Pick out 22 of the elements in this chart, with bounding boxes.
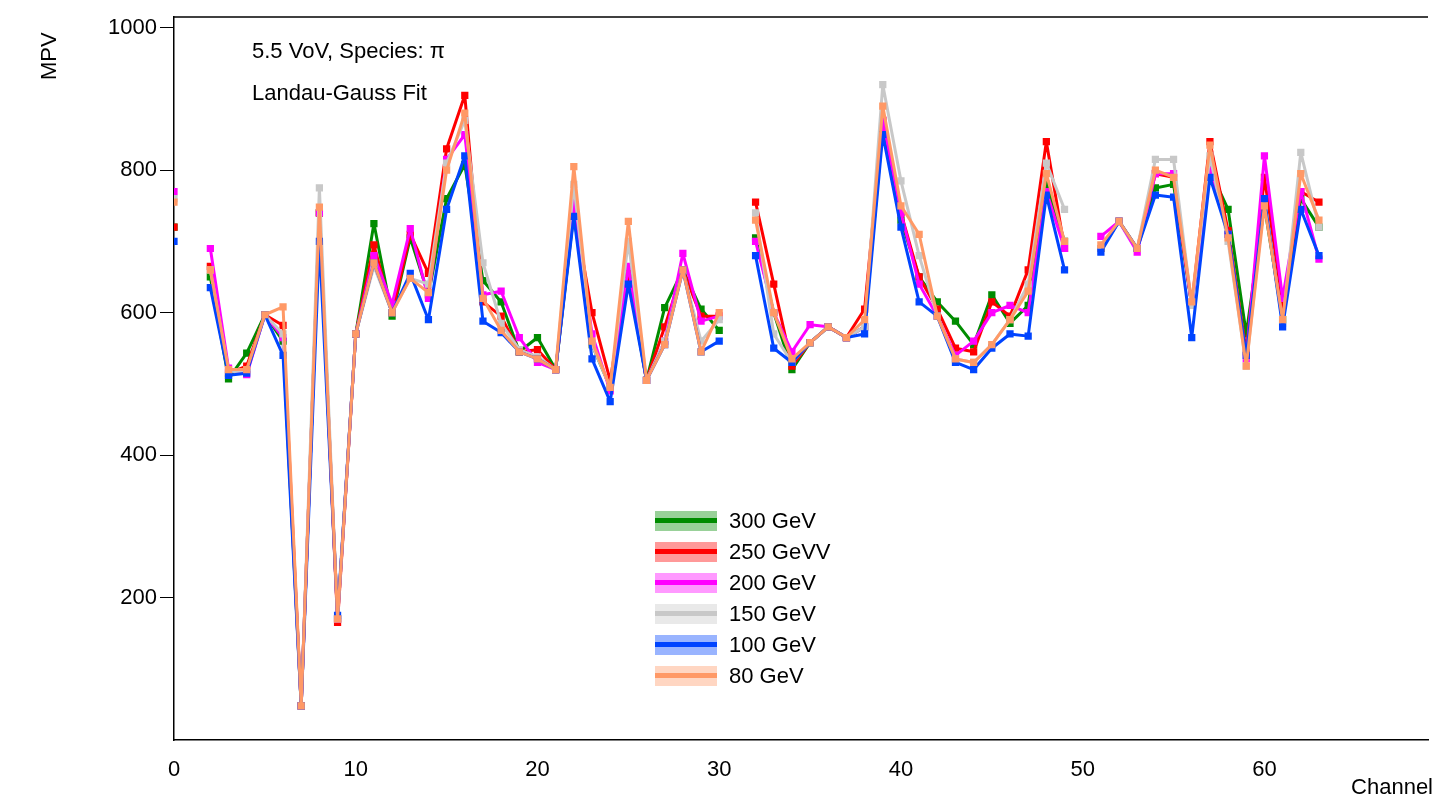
x-tick-label: 0 bbox=[167, 756, 181, 782]
y-tick-label: 400 bbox=[120, 441, 157, 467]
legend-label: 100 GeV bbox=[729, 631, 816, 658]
x-tick-label: 60 bbox=[1252, 756, 1277, 782]
legend-label: 80 GeV bbox=[729, 662, 804, 689]
legend-label: 300 GeV bbox=[729, 507, 816, 534]
legend-label: 250 GeVV bbox=[729, 538, 831, 565]
legend-label: 200 GeV bbox=[729, 569, 816, 596]
annotation: 5.5 VoV, Species: π bbox=[252, 38, 445, 64]
x-tick-label: 20 bbox=[525, 756, 550, 782]
legend-label: 150 GeV bbox=[729, 600, 816, 627]
x-tick-label: 50 bbox=[1070, 756, 1095, 782]
y-tick-label: 800 bbox=[120, 156, 157, 182]
y-axis-title: MPV bbox=[36, 32, 62, 80]
y-tick-label: 600 bbox=[120, 298, 157, 324]
x-tick-label: 10 bbox=[343, 756, 368, 782]
annotation: Landau-Gauss Fit bbox=[252, 80, 427, 106]
x-tick-label: 30 bbox=[706, 756, 732, 782]
x-axis-title: Channel bbox=[1351, 774, 1433, 800]
x-tick-label: 40 bbox=[888, 756, 914, 782]
y-tick-label: 1000 bbox=[108, 13, 157, 39]
y-tick-label: 200 bbox=[120, 583, 157, 609]
